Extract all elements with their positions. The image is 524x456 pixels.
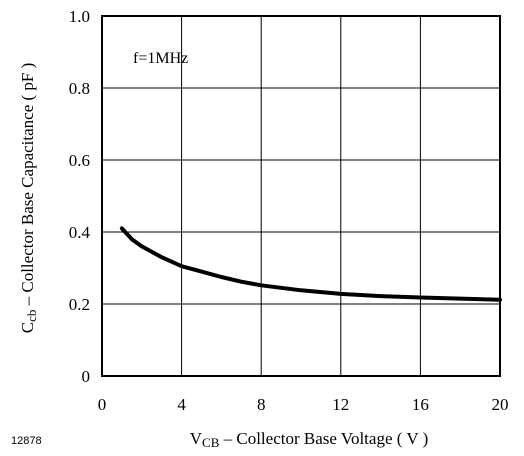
grid-lines bbox=[102, 16, 500, 376]
y-axis-title: Ccb – Collector Base Capacitance ( pF ) bbox=[18, 63, 39, 334]
y-tick-labels: 0 0.2 0.4 0.6 0.8 1.0 bbox=[69, 7, 91, 386]
x-axis-label-text: – Collector Base Voltage ( V ) bbox=[219, 429, 428, 448]
plot-frame bbox=[101, 15, 501, 377]
x-axis-subscript: CB bbox=[202, 435, 220, 450]
capacitance-curve bbox=[119, 226, 502, 302]
x-tick-label: 16 bbox=[412, 395, 429, 414]
x-axis-title: VCB – Collector Base Voltage ( V ) bbox=[190, 429, 428, 450]
y-tick-label: 0.2 bbox=[69, 295, 90, 314]
figure-id: 12878 bbox=[11, 435, 42, 447]
y-axis-symbol: C bbox=[18, 322, 37, 333]
x-tick-label: 8 bbox=[257, 395, 266, 414]
x-tick-label: 0 bbox=[98, 395, 107, 414]
x-tick-labels: 0 4 8 12 16 20 bbox=[98, 395, 509, 414]
x-tick-label: 20 bbox=[492, 395, 509, 414]
y-tick-label: 0.8 bbox=[69, 79, 90, 98]
x-tick-label: 12 bbox=[332, 395, 349, 414]
y-tick-label: 1.0 bbox=[69, 7, 90, 26]
y-axis-subscript: cb bbox=[24, 310, 39, 322]
y-axis-label-text: – Collector Base Capacitance ( pF ) bbox=[18, 63, 37, 310]
y-tick-label: 0.4 bbox=[69, 223, 91, 242]
x-tick-label: 4 bbox=[177, 395, 186, 414]
y-tick-label: 0 bbox=[82, 367, 91, 386]
frequency-annotation: f=1MHz bbox=[133, 50, 188, 67]
x-axis-symbol: V bbox=[190, 429, 203, 448]
y-tick-label: 0.6 bbox=[69, 151, 90, 170]
